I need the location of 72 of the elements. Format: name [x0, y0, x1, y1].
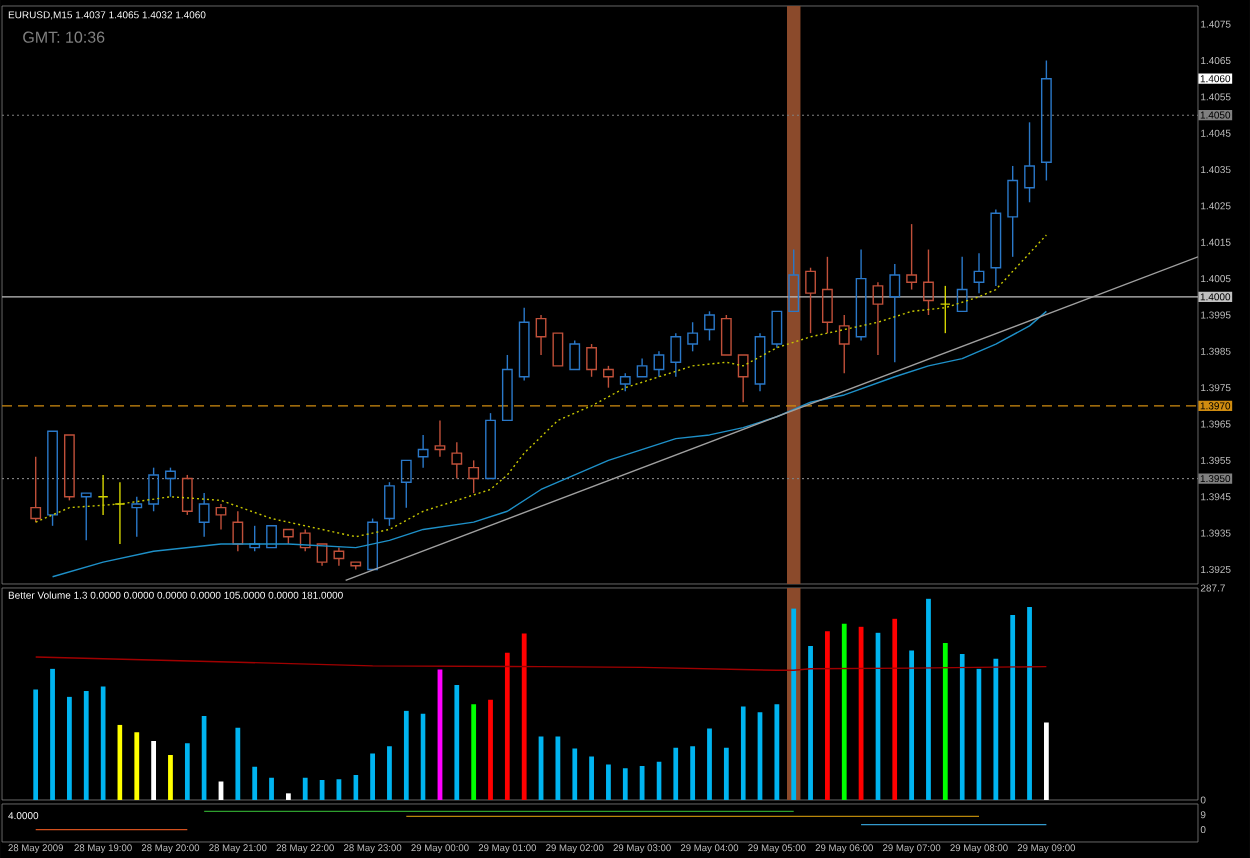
candlestick — [653, 350, 665, 378]
bar — [1043, 722, 1049, 800]
candlestick — [737, 354, 749, 403]
candlestick — [535, 314, 547, 356]
bar — [740, 706, 746, 800]
bar — [33, 689, 39, 800]
bar — [707, 728, 712, 800]
candlestick — [400, 459, 412, 509]
bar — [471, 704, 477, 800]
line-series — [35, 656, 1048, 671]
candlestick — [80, 492, 92, 542]
bar — [252, 766, 258, 800]
bar — [387, 746, 392, 800]
bar — [134, 732, 140, 800]
bar — [454, 685, 460, 800]
bar — [589, 756, 594, 800]
bar — [403, 710, 409, 800]
candlestick — [232, 510, 244, 552]
candlestick — [451, 441, 463, 480]
bar — [993, 658, 999, 800]
bar — [723, 747, 729, 800]
bar — [488, 699, 493, 800]
bar — [690, 746, 696, 800]
bar — [302, 777, 308, 800]
candlestick — [266, 525, 277, 549]
bar — [50, 668, 55, 800]
bar — [285, 793, 291, 800]
line-series — [51, 310, 1048, 578]
bar — [83, 690, 89, 800]
bar — [168, 755, 173, 800]
bar — [1010, 615, 1016, 800]
bar — [926, 598, 931, 800]
bar — [673, 747, 679, 800]
candlestick — [316, 543, 328, 567]
candlestick — [1040, 59, 1052, 182]
bar — [808, 645, 813, 800]
candlestick — [973, 252, 985, 294]
candlestick — [97, 474, 109, 516]
candlestick — [956, 256, 968, 313]
candlestick — [939, 285, 951, 334]
bar — [622, 768, 628, 800]
candlestick — [855, 248, 867, 342]
candlestick — [552, 332, 564, 367]
bar — [841, 623, 847, 800]
candlestick — [636, 357, 648, 378]
candlestick — [417, 434, 429, 469]
bar — [184, 743, 190, 800]
bar — [892, 618, 898, 800]
bar — [555, 736, 561, 800]
bar — [370, 753, 375, 800]
bar — [774, 704, 780, 800]
bar — [825, 631, 830, 800]
candlestick — [872, 281, 884, 356]
bar — [909, 650, 915, 800]
bar — [235, 727, 241, 800]
bar — [1027, 606, 1032, 800]
candlestick — [518, 307, 530, 382]
bar — [151, 741, 157, 800]
bar — [959, 654, 965, 800]
candlestick — [215, 503, 227, 531]
candlestick — [198, 492, 210, 538]
bar — [67, 696, 72, 800]
candlestick — [434, 419, 446, 458]
candlestick — [333, 546, 345, 567]
bar — [639, 766, 645, 800]
candlestick — [771, 310, 783, 349]
bar — [521, 633, 527, 800]
candlestick — [788, 248, 800, 313]
candlestick — [754, 332, 766, 393]
bar — [606, 764, 611, 800]
text: GMT: 10:36 — [23, 31, 105, 43]
bar — [942, 643, 948, 800]
